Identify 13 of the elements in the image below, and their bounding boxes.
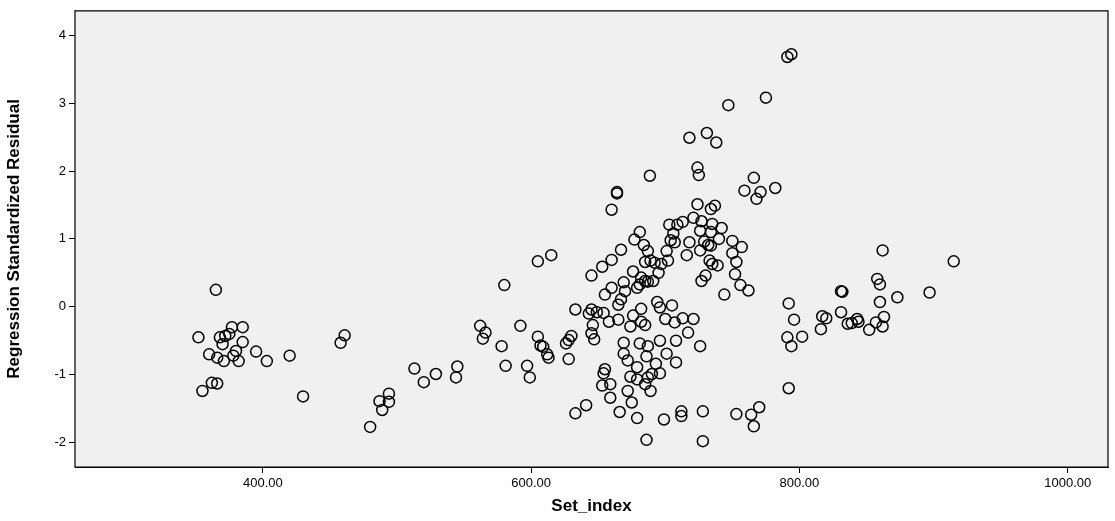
- x-tick-label: 800.00: [779, 475, 820, 491]
- x-axis-title: Set_index: [551, 496, 633, 516]
- y-tick-label: 2: [58, 162, 66, 178]
- y-tick-label: 0: [58, 298, 66, 314]
- x-tick-label: 400.00: [242, 475, 283, 491]
- y-tick-label: 3: [58, 94, 66, 110]
- y-tick-label: 4: [58, 26, 66, 42]
- y-axis-title: Regression Standardized Residual: [3, 99, 23, 379]
- x-tick-label: 600.00: [511, 475, 552, 491]
- y-tick-label: -2: [54, 434, 66, 450]
- y-tick-label: -1: [54, 366, 66, 382]
- y-tick-label: 1: [58, 230, 66, 246]
- x-tick-label: 1000.00: [1044, 475, 1092, 491]
